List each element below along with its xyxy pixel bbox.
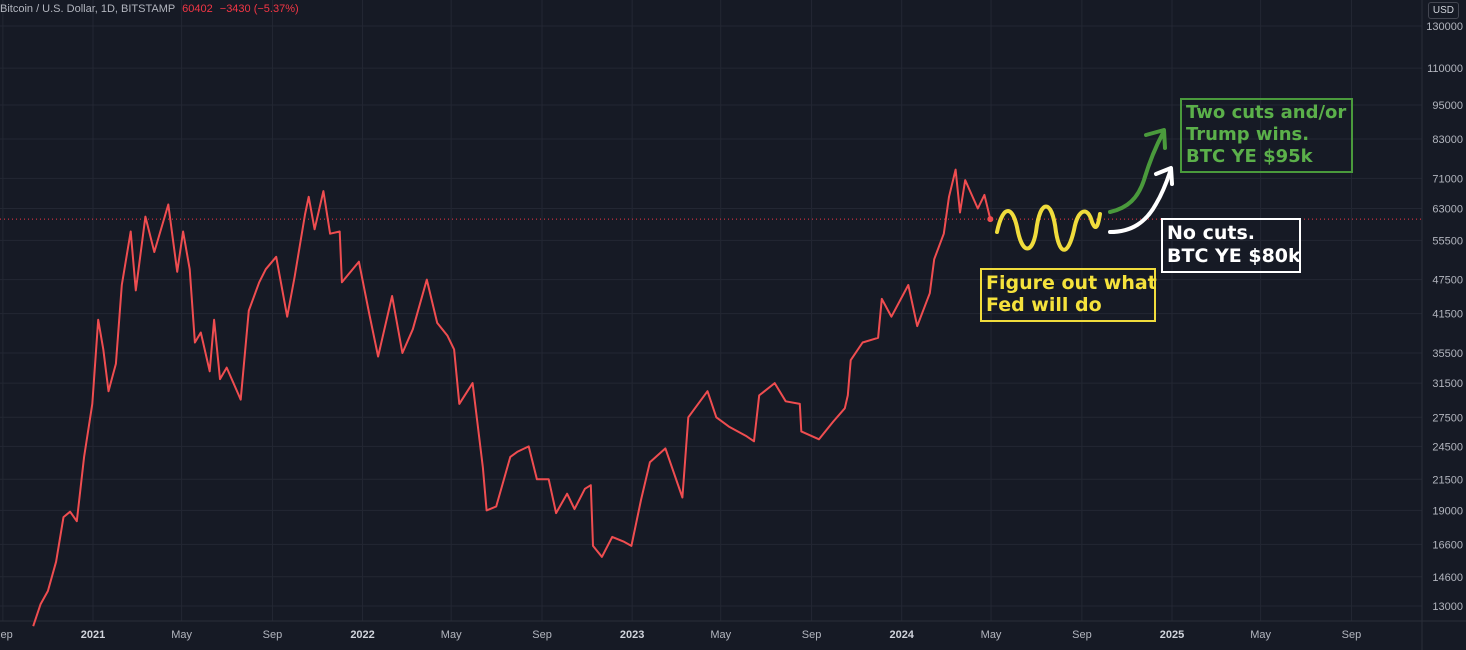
y-tick-label: 35500 xyxy=(1432,348,1463,360)
y-tick-label: 13000 xyxy=(1432,601,1463,613)
green-scenario-note: Two cuts and/or Trump wins. BTC YE $95k xyxy=(1180,98,1353,173)
currency-button[interactable]: USD xyxy=(1427,2,1459,19)
green-note-line: BTC YE $95k xyxy=(1186,146,1313,167)
yellow-squiggle-drawing xyxy=(995,204,1102,252)
x-tick-label: Sep xyxy=(532,629,552,641)
green-arrow-head xyxy=(1144,128,1167,150)
x-tick-label: May xyxy=(710,629,731,641)
y-tick-label: 31500 xyxy=(1432,378,1463,390)
green-note-line: Two cuts and/or xyxy=(1186,102,1347,123)
last-price-marker xyxy=(987,216,994,223)
y-tick-label: 55500 xyxy=(1432,235,1463,247)
x-tick-label: May xyxy=(981,629,1002,641)
last-price-value: 60402 xyxy=(182,3,213,15)
white-note-line: No cuts. xyxy=(1167,222,1255,244)
x-tick-label: May xyxy=(1250,629,1271,641)
y-tick-label: 14600 xyxy=(1432,572,1463,584)
y-tick-label: 130000 xyxy=(1426,21,1463,33)
x-tick-label: 2024 xyxy=(889,629,914,641)
grid-lines xyxy=(0,0,1422,621)
white-note-line: BTC YE $80k xyxy=(1167,245,1301,267)
y-tick-label: 21500 xyxy=(1432,474,1463,486)
y-tick-label: 24500 xyxy=(1432,441,1463,453)
x-tick-label: May xyxy=(441,629,462,641)
green-arrow-drawing xyxy=(1108,131,1165,214)
yellow-scenario-note: Figure out what Fed will do xyxy=(980,268,1157,322)
x-tick-label: 2022 xyxy=(350,629,374,641)
yellow-note-line: Figure out what xyxy=(986,272,1157,294)
y-tick-label: 27500 xyxy=(1432,412,1463,424)
time-axis[interactable]: Sep 2021 May Sep 2022 May Sep 2023 May Sep 2024 May… xyxy=(0,629,1361,641)
white-scenario-note: No cuts. BTC YE $80k xyxy=(1161,218,1301,273)
y-tick-label: 19000 xyxy=(1432,505,1463,517)
y-tick-label: 83000 xyxy=(1432,134,1463,146)
x-tick-label: May xyxy=(171,629,192,641)
white-arrow-drawing xyxy=(1108,170,1172,234)
price-change-value: −3430 (−5.37%) xyxy=(219,3,299,15)
y-tick-label: 95000 xyxy=(1432,100,1463,112)
x-tick-label: Sep xyxy=(1072,629,1092,641)
x-tick-label: 2021 xyxy=(81,629,105,641)
y-tick-label: 71000 xyxy=(1432,173,1463,185)
white-arrow-head xyxy=(1154,166,1174,186)
symbol-title: Bitcoin / U.S. Dollar, 1D, BITSTAMP xyxy=(0,3,176,15)
x-tick-label: Sep xyxy=(0,629,13,641)
y-tick-label: 16600 xyxy=(1432,539,1463,551)
price-axis[interactable]: 13000 14600 16600 19000 21500 24500 27500 31500… xyxy=(1426,21,1463,613)
y-tick-label: 63000 xyxy=(1432,203,1463,215)
y-tick-label: 110000 xyxy=(1427,63,1463,75)
yellow-note-line: Fed will do xyxy=(986,294,1102,316)
y-tick-label: 47500 xyxy=(1432,275,1463,287)
x-tick-label: 2023 xyxy=(620,629,644,641)
symbol-legend[interactable]: Bitcoin / U.S. Dollar, 1D, BITSTAMP 6040… xyxy=(0,3,299,15)
x-tick-label: Sep xyxy=(1342,629,1362,641)
green-note-line: Trump wins. xyxy=(1186,124,1310,145)
x-tick-label: Sep xyxy=(263,629,283,641)
x-tick-label: 2025 xyxy=(1160,629,1184,641)
x-tick-label: Sep xyxy=(802,629,822,641)
price-line xyxy=(32,168,992,627)
y-tick-label: 41500 xyxy=(1432,309,1463,321)
